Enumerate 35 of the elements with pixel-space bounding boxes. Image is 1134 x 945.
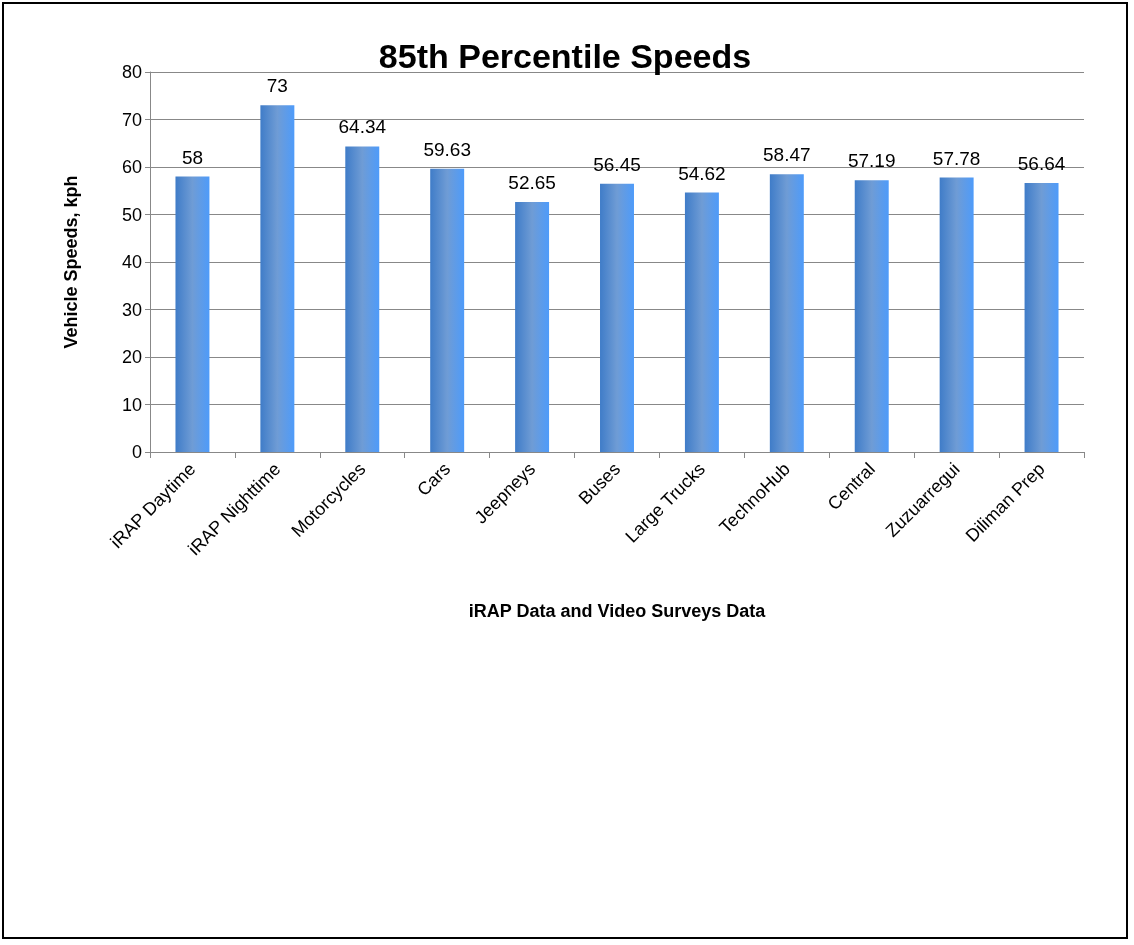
chart-title: 85th Percentile Speeds [378,37,752,75]
bar [430,168,465,452]
bar [345,146,380,452]
bar [600,183,634,452]
y-tick-label: 60 [121,157,142,177]
data-label: 56.64 [1017,152,1066,174]
bar [854,180,889,452]
data-label: 52.65 [508,171,556,193]
bar [175,176,210,452]
y-tick-label: 0 [131,442,142,462]
x-tick-label: Cars [413,458,455,500]
bar [769,174,804,452]
bar [939,177,974,452]
bar [684,192,719,452]
data-label: 54.62 [678,162,726,184]
data-label: 73 [266,75,288,97]
y-tick-label: 50 [121,204,142,225]
data-label: 64.34 [338,116,387,138]
bar [515,201,550,452]
y-tick-label: 20 [121,347,142,367]
data-label: 58 [181,146,204,168]
bar [1024,182,1059,452]
y-tick-label: 80 [121,62,142,82]
x-axis-title: iRAP Data and Video Surveys Data [468,601,767,621]
data-label: 57.19 [847,150,896,172]
data-label: 56.45 [593,153,641,175]
y-tick-label: 70 [121,109,142,130]
data-label: 58.47 [763,144,811,166]
data-label: 57.78 [932,147,981,169]
bar [260,105,295,452]
y-tick-label: 30 [121,299,142,320]
y-tick-label: 10 [121,394,142,415]
data-label: 59.63 [423,138,471,160]
y-tick-label: 40 [121,252,142,272]
y-axis-title: Vehicle Speeds, kph [61,175,81,349]
